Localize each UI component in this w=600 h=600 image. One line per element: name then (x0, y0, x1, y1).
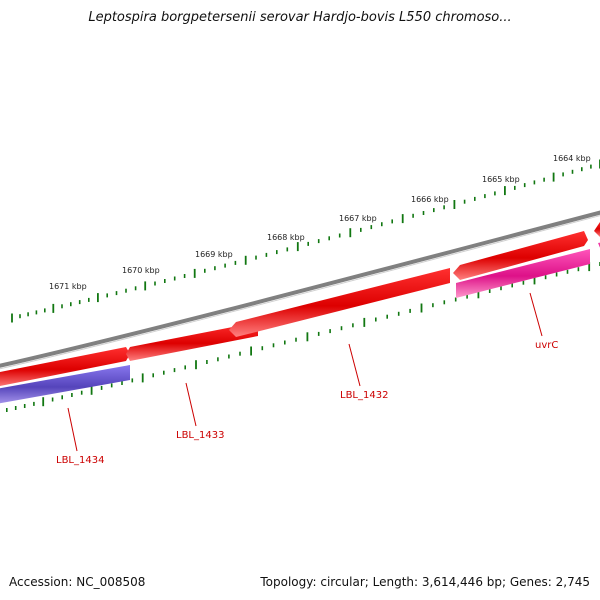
kbp-label-1671: 1671 kbp (49, 282, 87, 291)
topology-summary: Topology: circular; Length: 3,614,446 bp… (260, 575, 590, 589)
kbp-label-1664: 1664 kbp (553, 154, 591, 163)
kbp-label-1670: 1670 kbp (122, 266, 160, 275)
leader-line-lbl-1434 (67, 407, 78, 452)
outer-scale-ticks (11, 159, 600, 323)
kbp-label-1668: 1668 kbp (267, 233, 305, 242)
gene-label-lbl-1432[interactable]: LBL_1432 (340, 390, 388, 401)
kbp-label-1669: 1669 kbp (195, 250, 233, 259)
genome-backbone-highlight (0, 215, 600, 370)
kbp-label-1666: 1666 kbp (411, 195, 449, 204)
gene-label-lbl-1434[interactable]: LBL_1434 (56, 455, 104, 466)
gene-block-lbl-1432[interactable] (229, 268, 450, 337)
leader-line-lbl-1432 (348, 343, 361, 387)
gene-block-forward-right[interactable] (453, 231, 588, 280)
gene-block-forward-edge[interactable] (594, 219, 600, 237)
gene-block-uvrc[interactable] (456, 249, 590, 298)
genome-backbone (0, 210, 600, 368)
leader-line-lbl-1433 (185, 382, 197, 427)
kbp-label-1667: 1667 kbp (339, 214, 377, 223)
gene-block-lbl-1433[interactable] (126, 322, 258, 361)
gene-label-uvrc[interactable]: uvrC (535, 340, 558, 351)
inner-scale-ticks (6, 262, 600, 412)
gene-block-left-edge[interactable] (0, 347, 130, 388)
map-title: Leptospira borgpetersenii serovar Hardjo… (88, 10, 512, 25)
kbp-label-1665: 1665 kbp (482, 175, 520, 184)
gene-label-lbl-1433[interactable]: LBL_1433 (176, 430, 224, 441)
accession-text: Accession: NC_008508 (9, 575, 146, 589)
gene-block-lbl-1434[interactable] (0, 365, 130, 405)
leader-line-uvrc (529, 292, 543, 337)
